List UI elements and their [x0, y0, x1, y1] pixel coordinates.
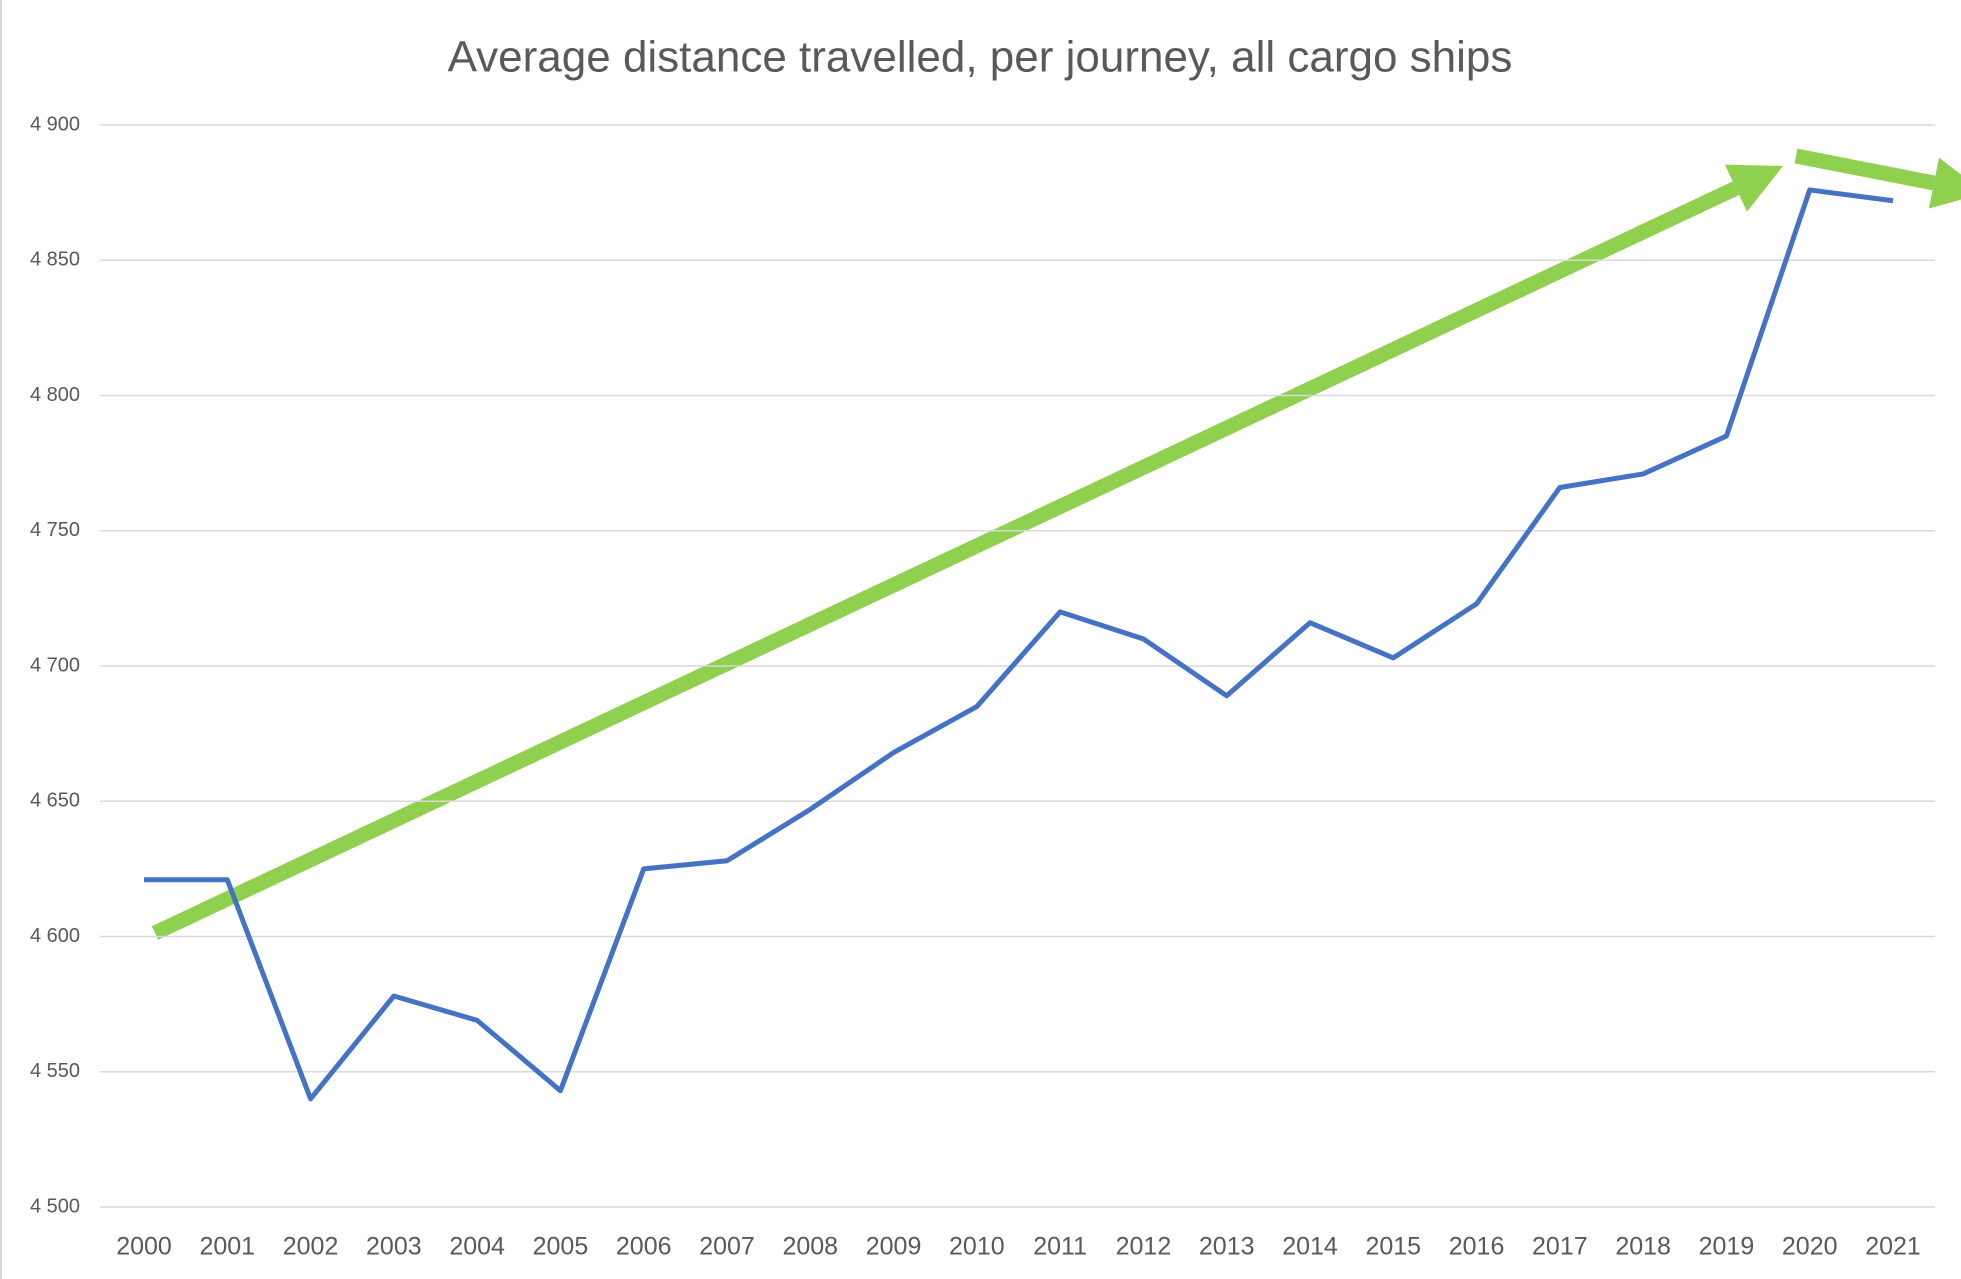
x-tick-label: 2014 [1282, 1233, 1338, 1261]
y-tick-label: 4 750 [30, 519, 80, 541]
x-tick-label: 2009 [866, 1233, 922, 1261]
arrow-shaft [1794, 148, 1936, 191]
x-tick-label: 2006 [616, 1233, 672, 1261]
y-tick-label: 4 900 [30, 113, 80, 135]
x-tick-label: 2012 [1116, 1233, 1172, 1261]
trend-arrows [151, 148, 1961, 940]
arrow-head [1928, 157, 1961, 209]
x-tick-label: 2002 [283, 1233, 339, 1261]
x-tick-label: 2013 [1199, 1233, 1255, 1261]
y-tick-label: 4 550 [30, 1060, 80, 1082]
y-tick-label: 4 650 [30, 790, 80, 812]
x-tick-label: 2007 [699, 1233, 755, 1261]
y-tick-label: 4 600 [30, 925, 80, 947]
x-tick-label: 2017 [1532, 1233, 1588, 1261]
x-tick-label: 2003 [366, 1233, 422, 1261]
x-tick-label: 2004 [449, 1233, 505, 1261]
x-tick-label: 2021 [1865, 1233, 1921, 1261]
x-tick-label: 2001 [199, 1233, 255, 1261]
x-tick-label: 2019 [1699, 1233, 1755, 1261]
x-tick-label: 2000 [116, 1233, 172, 1261]
arrow-head [1724, 164, 1783, 212]
x-tick-label: 2015 [1365, 1233, 1421, 1261]
y-tick-label: 4 500 [30, 1195, 80, 1217]
y-tick-label: 4 700 [30, 654, 80, 676]
x-tick-label: 2005 [533, 1233, 589, 1261]
chart-title: Average distance travelled, per journey,… [448, 33, 1513, 82]
data-line [144, 187, 1894, 1102]
x-tick-label: 2018 [1615, 1233, 1671, 1261]
x-tick-label: 2011 [1033, 1233, 1087, 1261]
y-tick-label: 4 800 [30, 384, 80, 406]
x-tick-label: 2016 [1449, 1233, 1505, 1261]
x-tick-label: 2008 [782, 1233, 838, 1261]
arrow-shaft [151, 181, 1740, 940]
y-tick-label: 4 850 [30, 249, 80, 271]
x-tick-label: 2010 [949, 1233, 1005, 1261]
x-tick-label: 2020 [1782, 1233, 1838, 1261]
